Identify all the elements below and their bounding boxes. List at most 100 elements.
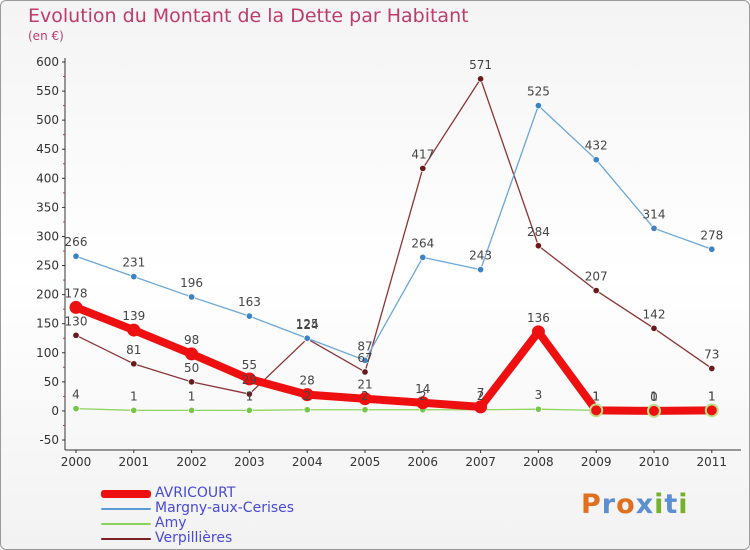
legend-item: Margny-aux-Cerises: [101, 500, 351, 516]
legend-swatch: [101, 508, 151, 510]
data-point: [531, 325, 545, 339]
data-point: [303, 334, 311, 342]
x-tick-label: 2008: [523, 455, 554, 469]
data-label: 87: [357, 339, 372, 353]
data-point: [534, 102, 542, 110]
data-label: 163: [238, 295, 261, 309]
data-point: [650, 224, 658, 232]
data-point: [130, 273, 138, 281]
data-label: 124: [296, 318, 319, 332]
logo-letter: x: [635, 489, 655, 520]
data-point: [650, 324, 658, 332]
y-tick-label: 50: [44, 375, 59, 389]
data-point: [416, 396, 430, 410]
data-label: 571: [469, 58, 492, 72]
legend: AVRICOURT Margny-aux-Cerises Amy Verpillièr…: [101, 485, 351, 546]
y-tick-label: 300: [36, 229, 59, 243]
data-point: [589, 403, 604, 418]
y-tick-label: 550: [36, 84, 59, 98]
series-line-1: [75, 104, 713, 361]
x-tick-label: 2005: [350, 455, 381, 469]
data-point: [358, 392, 372, 406]
chart-title: Evolution du Montant de la Dette par Hab…: [28, 5, 469, 27]
data-point: [647, 403, 661, 418]
data-label: 231: [122, 256, 145, 270]
data-label: 98: [184, 333, 199, 347]
data-label: 130: [65, 314, 88, 328]
data-point: [188, 378, 196, 386]
data-label: 73: [704, 347, 719, 361]
data-point: [188, 406, 196, 414]
y-tick-label: 400: [36, 171, 59, 185]
x-tick-label: 2010: [639, 455, 670, 469]
data-label: 0: [650, 390, 658, 404]
legend-item: AVRICOURT: [101, 485, 351, 501]
data-point: [130, 406, 138, 414]
data-point: [534, 242, 542, 250]
logo-letter: i: [678, 489, 689, 520]
data-label: 417: [411, 147, 434, 161]
legend-label: Margny-aux-Cerises: [155, 500, 295, 516]
data-point: [477, 266, 485, 274]
data-point: [361, 406, 369, 414]
data-label: 55: [242, 358, 257, 372]
legend-label: Amy: [155, 515, 187, 531]
series-line-3: [75, 78, 713, 395]
data-point: [130, 360, 138, 368]
logo-letter: P: [581, 489, 602, 520]
data-label: 2: [477, 389, 485, 403]
data-point: [592, 286, 600, 295]
data-label: 142: [643, 307, 666, 321]
y-tick-label: 0: [51, 404, 59, 418]
x-tick-label: 2001: [119, 455, 150, 469]
data-point: [72, 331, 80, 339]
logo-letter: r: [601, 489, 617, 520]
logo-letter: t: [664, 489, 679, 520]
data-label: 136: [527, 311, 550, 325]
data-label: 1: [130, 389, 138, 403]
data-point: [300, 388, 314, 402]
legend-swatch: [101, 523, 151, 525]
x-tick-label: 2002: [176, 455, 207, 469]
data-label: 178: [65, 286, 88, 300]
data-label: 139: [122, 309, 145, 323]
data-point: [708, 364, 716, 373]
x-tick-label: 2011: [697, 455, 728, 469]
y-tick-label: 150: [36, 317, 59, 331]
data-point: [474, 400, 488, 414]
legend-label: Verpillières: [155, 530, 233, 546]
y-tick-label: 350: [36, 200, 59, 214]
data-label: 2: [303, 389, 311, 403]
unit-label: (en €): [28, 29, 64, 43]
y-tick-label: 250: [36, 259, 59, 273]
data-label: 50: [184, 361, 199, 375]
y-tick-label: -50: [39, 433, 59, 447]
data-label: 1: [708, 389, 716, 403]
data-point: [592, 156, 600, 164]
data-label: 278: [700, 228, 723, 242]
legend-swatch: [101, 538, 151, 540]
legend-item: Verpillières: [101, 530, 351, 546]
proxiti-logo: Proxiti: [581, 489, 689, 520]
data-point: [69, 300, 83, 314]
data-point: [188, 293, 196, 301]
x-tick-label: 2004: [292, 455, 323, 469]
data-label: 264: [411, 236, 434, 250]
data-point: [361, 356, 369, 364]
data-point: [245, 406, 253, 414]
x-tick-label: 2000: [61, 455, 92, 469]
data-label: 284: [527, 225, 550, 239]
data-label: 81: [126, 343, 141, 357]
data-label: 525: [527, 85, 550, 99]
y-tick-label: 500: [36, 113, 59, 127]
data-label: 1: [592, 389, 600, 403]
x-tick-label: 2003: [234, 455, 265, 469]
y-tick-label: 100: [36, 346, 59, 360]
data-label: 266: [65, 235, 88, 249]
data-point: [361, 368, 369, 376]
x-tick-label: 2007: [465, 455, 496, 469]
legend-swatch: [101, 490, 151, 498]
data-label: 7: [477, 386, 485, 400]
